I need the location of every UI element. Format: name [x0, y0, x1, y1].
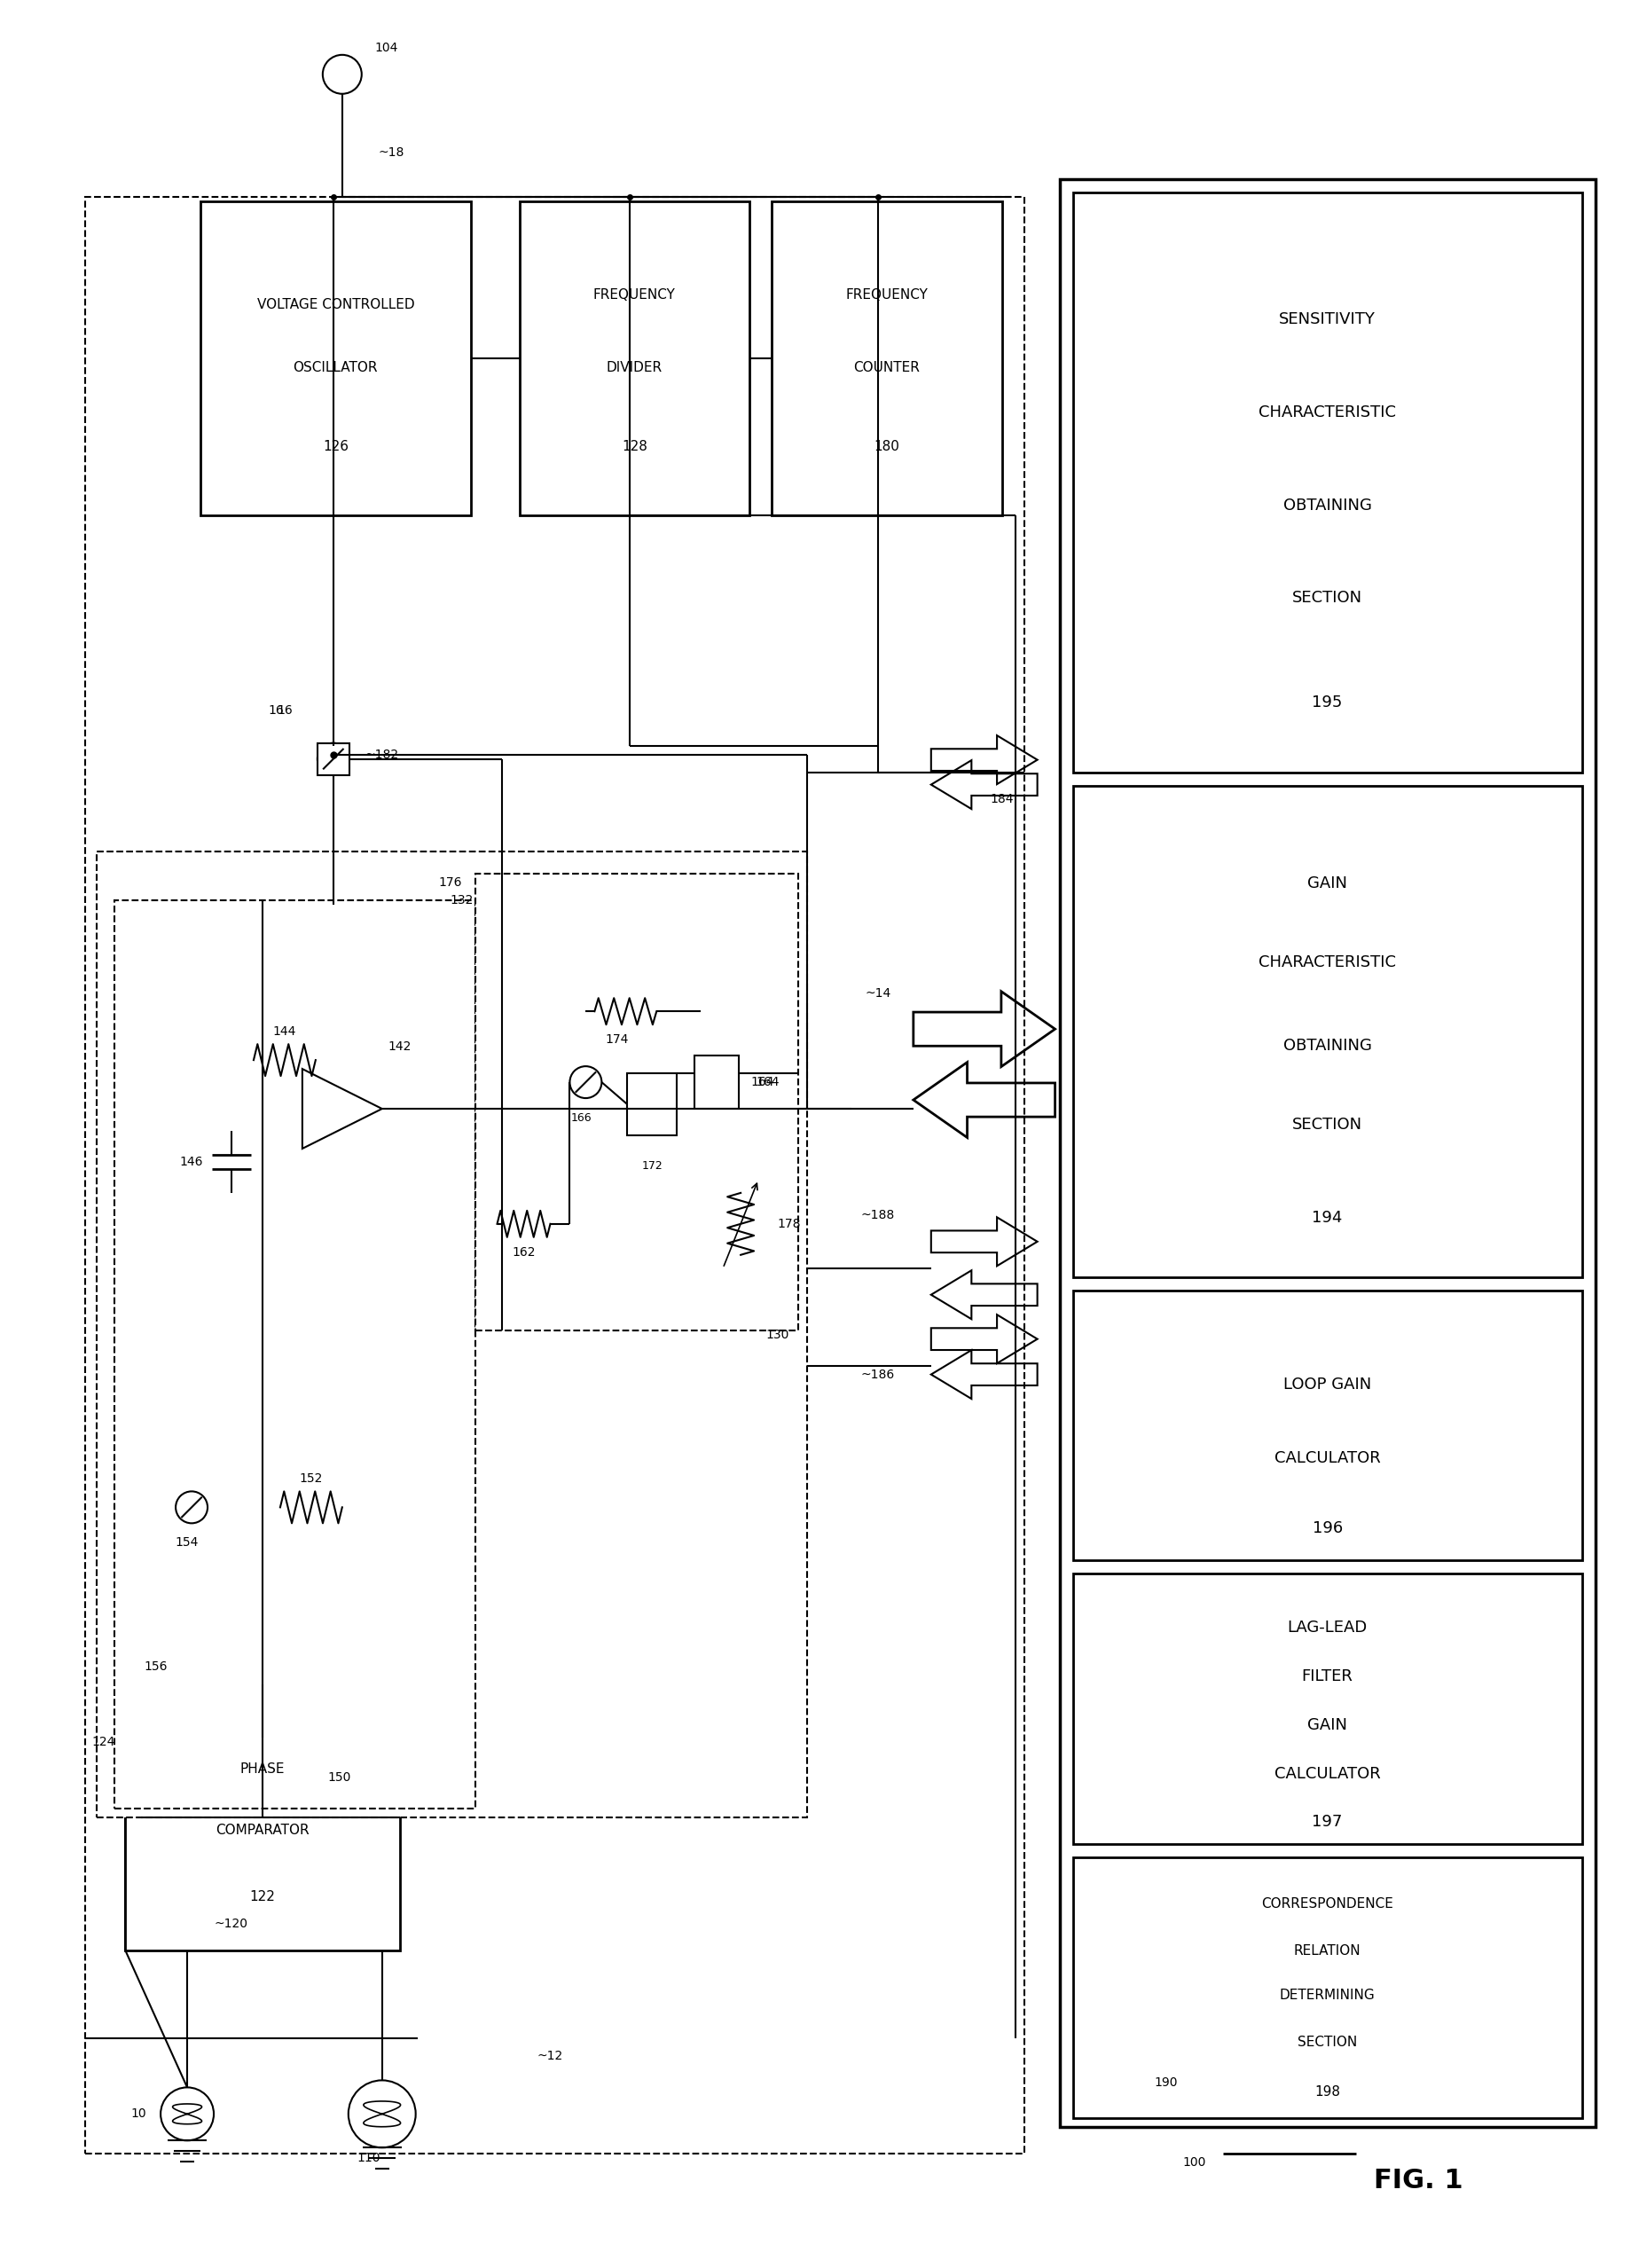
Text: ~12: ~12	[538, 2050, 564, 2062]
Text: 194: 194	[1313, 1211, 1342, 1227]
Text: ~120: ~120	[215, 1916, 249, 1930]
Text: COMPARATOR: COMPARATOR	[216, 1823, 310, 1837]
Text: 197: 197	[1313, 1814, 1342, 1830]
Bar	[695, 1055, 739, 1109]
Text: SECTION: SECTION	[1292, 590, 1362, 606]
Text: FREQUENCY: FREQUENCY	[593, 288, 675, 302]
Text: 146: 146	[180, 1157, 203, 1168]
Text: ~188: ~188	[860, 1209, 895, 1220]
Text: SENSITIVITY: SENSITIVITY	[1278, 311, 1375, 327]
Bar	[772, 202, 1001, 515]
Text: ~14: ~14	[865, 987, 892, 1000]
Text: 195: 195	[1313, 694, 1342, 710]
Bar	[1074, 193, 1582, 771]
Text: 164: 164	[751, 1075, 775, 1089]
Text: 104: 104	[375, 41, 398, 54]
Text: FREQUENCY: FREQUENCY	[846, 288, 928, 302]
Text: GAIN: GAIN	[1308, 875, 1347, 891]
Text: RELATION: RELATION	[1293, 1944, 1360, 1957]
Text: 154: 154	[175, 1535, 198, 1549]
Text: FILTER: FILTER	[1301, 1669, 1354, 1685]
Text: 164: 164	[756, 1075, 780, 1089]
Bar	[628, 1073, 677, 1136]
Text: 198: 198	[1314, 2087, 1341, 2098]
Bar	[318, 744, 349, 776]
Bar	[1074, 785, 1582, 1277]
Text: COUNTER: COUNTER	[854, 361, 919, 374]
Text: 132: 132	[449, 894, 474, 907]
Text: 172: 172	[641, 1161, 662, 1173]
Bar	[1059, 179, 1595, 2127]
Text: 162: 162	[511, 1245, 536, 1259]
Text: CHARACTERISTIC: CHARACTERISTIC	[1259, 955, 1396, 971]
Text: 174: 174	[605, 1034, 628, 1046]
Text: 178: 178	[777, 1218, 801, 1229]
Bar	[1074, 1574, 1582, 1844]
Bar	[85, 197, 1024, 2155]
Bar	[475, 873, 798, 1329]
Text: OBTAINING: OBTAINING	[1283, 1039, 1372, 1055]
Bar	[1074, 1290, 1582, 1560]
Text: SECTION: SECTION	[1298, 2037, 1357, 2050]
Text: GAIN: GAIN	[1308, 1717, 1347, 1733]
Bar	[125, 1685, 400, 1950]
Text: PHASE: PHASE	[239, 1762, 285, 1776]
Text: 124: 124	[92, 1735, 115, 1749]
Text: 166: 166	[570, 1111, 592, 1123]
Text: FIG. 1: FIG. 1	[1373, 2168, 1462, 2193]
Text: 130: 130	[765, 1329, 790, 1340]
Bar	[115, 900, 475, 1808]
Text: DIVIDER: DIVIDER	[606, 361, 662, 374]
Text: 100: 100	[1182, 2157, 1206, 2168]
Bar	[97, 853, 806, 1817]
Bar	[200, 202, 470, 515]
Text: 128: 128	[621, 440, 647, 454]
Text: 180: 180	[874, 440, 900, 454]
Text: CORRESPONDENCE: CORRESPONDENCE	[1262, 1898, 1393, 1912]
Text: 152: 152	[300, 1472, 323, 1486]
Text: 16: 16	[267, 703, 284, 717]
Text: 110: 110	[357, 2152, 380, 2164]
Text: VOLTAGE CONTROLLED: VOLTAGE CONTROLLED	[257, 297, 415, 311]
Text: 144: 144	[274, 1025, 297, 1039]
Text: LAG-LEAD: LAG-LEAD	[1287, 1619, 1367, 1635]
Text: ~18: ~18	[379, 145, 403, 159]
Text: DETERMINING: DETERMINING	[1280, 1989, 1375, 2003]
Text: 126: 126	[323, 440, 349, 454]
Text: 150: 150	[328, 1771, 351, 1783]
Text: 176: 176	[438, 878, 462, 889]
Text: CALCULATOR: CALCULATOR	[1274, 1765, 1380, 1783]
Text: 196: 196	[1313, 1520, 1342, 1535]
Text: ~186: ~186	[860, 1368, 895, 1381]
Text: ~182: ~182	[365, 748, 398, 760]
Text: 156: 156	[144, 1660, 167, 1674]
Text: 190: 190	[1154, 2077, 1177, 2089]
Text: OBTAINING: OBTAINING	[1283, 497, 1372, 513]
Text: 16: 16	[277, 703, 292, 717]
Text: OSCILLATOR: OSCILLATOR	[293, 361, 379, 374]
Text: CALCULATOR: CALCULATOR	[1274, 1449, 1380, 1465]
Text: LOOP GAIN: LOOP GAIN	[1283, 1377, 1372, 1393]
Bar	[487, 887, 785, 1313]
Text: 142: 142	[388, 1041, 411, 1052]
Bar	[1074, 1857, 1582, 2118]
Bar	[520, 202, 749, 515]
Text: SECTION: SECTION	[1292, 1116, 1362, 1132]
Text: CHARACTERISTIC: CHARACTERISTIC	[1259, 404, 1396, 420]
Text: 10: 10	[131, 2107, 146, 2121]
Text: 122: 122	[249, 1889, 275, 1903]
Text: 184: 184	[990, 792, 1013, 805]
